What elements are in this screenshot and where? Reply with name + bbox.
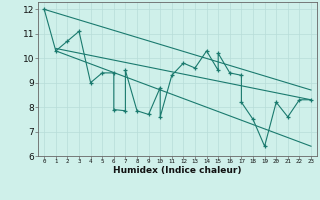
X-axis label: Humidex (Indice chaleur): Humidex (Indice chaleur) [113, 166, 242, 175]
